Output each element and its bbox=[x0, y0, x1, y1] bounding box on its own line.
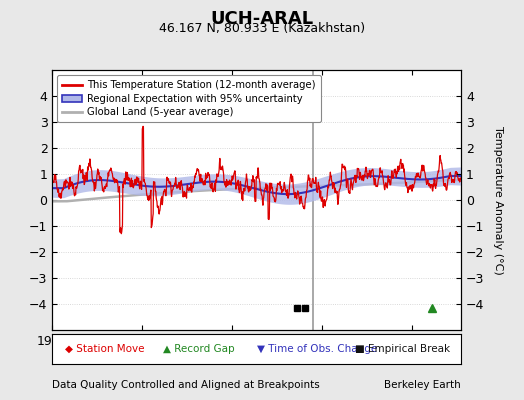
Text: ▲ Record Gap: ▲ Record Gap bbox=[163, 344, 234, 354]
Text: Data Quality Controlled and Aligned at Breakpoints: Data Quality Controlled and Aligned at B… bbox=[52, 380, 320, 390]
Text: ▼ Time of Obs. Change: ▼ Time of Obs. Change bbox=[257, 344, 377, 354]
Text: 46.167 N, 80.933 E (Kazakhstan): 46.167 N, 80.933 E (Kazakhstan) bbox=[159, 22, 365, 35]
Text: ■ Empirical Break: ■ Empirical Break bbox=[355, 344, 450, 354]
Y-axis label: Temperature Anomaly (°C): Temperature Anomaly (°C) bbox=[493, 126, 503, 274]
Text: Berkeley Earth: Berkeley Earth bbox=[385, 380, 461, 390]
Text: UCH-ARAL: UCH-ARAL bbox=[211, 10, 313, 28]
Text: ◆ Station Move: ◆ Station Move bbox=[64, 344, 144, 354]
Legend: This Temperature Station (12-month average), Regional Expectation with 95% uncer: This Temperature Station (12-month avera… bbox=[58, 75, 321, 122]
